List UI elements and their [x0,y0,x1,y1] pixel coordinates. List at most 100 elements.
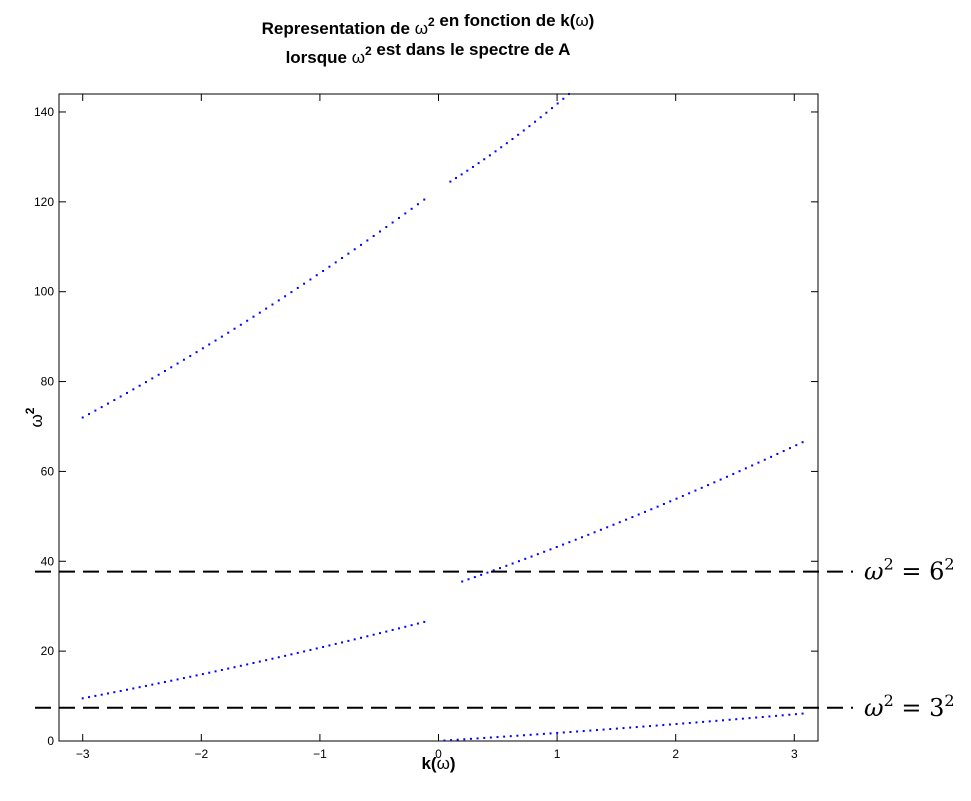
reference-line-label: ω2 = 62 [864,555,955,586]
data-point [252,661,255,664]
data-point [189,675,192,678]
data-point [562,543,565,546]
data-point [761,715,764,718]
data-point [713,481,716,484]
data-point [536,553,539,556]
data-point [455,177,458,180]
data-point [788,447,791,450]
data-point [751,464,754,467]
data-point [201,673,204,676]
data-point [489,736,492,739]
data-point [182,677,185,680]
data-point [768,715,771,718]
data-point [505,564,508,567]
data-point [662,724,665,727]
data-point [239,323,242,326]
data-point [655,724,658,727]
data-point [715,719,718,722]
data-point [88,413,91,416]
data-point [296,651,299,654]
data-point [480,573,483,576]
data-point [755,716,758,719]
data-point [239,664,242,667]
data-point [642,725,645,728]
x-tick-label: 1 [554,747,561,761]
data-point [582,730,585,733]
data-point [265,307,268,310]
data-point [227,667,230,670]
data-point [516,734,519,737]
data-point [284,295,287,298]
data-point [290,291,293,294]
data-point [587,533,590,536]
data-point [782,450,785,453]
data-point [385,630,388,633]
y-tick-label: 60 [41,464,55,478]
data-point [176,678,179,681]
data-point [151,377,154,380]
data-point [416,203,419,206]
data-point [721,719,724,722]
data-point [163,681,166,684]
data-point [523,734,526,737]
data-point [163,370,166,373]
data-point [176,362,179,365]
data-point [675,722,678,725]
data-point [322,645,325,648]
reference-lines: ω2 = 62 ω2 = 32 [35,555,955,722]
data-point [303,650,306,653]
data-point [397,627,400,630]
data-point [309,648,312,651]
data-point [233,327,236,330]
data-point [732,472,735,475]
data-point [391,221,394,224]
data-point [157,682,160,685]
data-point [113,399,116,402]
data-point [322,269,325,272]
x-tick-label: −2 [194,747,208,761]
data-point [748,717,751,720]
data-point [107,402,110,405]
data-point [629,726,632,729]
data-point [466,169,469,172]
data-point [449,180,452,183]
data-point [341,257,344,260]
data-point [781,714,784,717]
data-point [138,686,141,689]
data-point [511,562,514,565]
data-point [246,319,249,322]
data-point [744,467,747,470]
data-point [144,381,147,384]
data-point [794,713,797,716]
data-point [542,732,545,735]
data-point [107,692,110,695]
data-point [562,731,565,734]
data-point [378,230,381,233]
data-point [456,738,459,741]
data-point [606,526,609,529]
data-point [694,489,697,492]
data-point [719,478,722,481]
data-point [271,303,274,306]
data-point [602,728,605,731]
data-point [776,452,779,455]
data-point [461,580,464,583]
data-point [618,521,621,524]
data-point [735,718,738,721]
data-point [460,173,463,176]
data-point [296,286,299,289]
data-point [208,671,211,674]
data-point [334,642,337,645]
data-point [528,125,531,128]
data-point [700,486,703,489]
data-point [81,697,84,700]
y-tick-label: 100 [34,285,54,299]
data-point [556,731,559,734]
data-point [113,691,116,694]
data-point [315,647,318,650]
data-point [366,635,369,638]
data-point [569,730,572,733]
data-point [423,198,426,201]
data-point [416,622,419,625]
data-point [707,484,710,487]
